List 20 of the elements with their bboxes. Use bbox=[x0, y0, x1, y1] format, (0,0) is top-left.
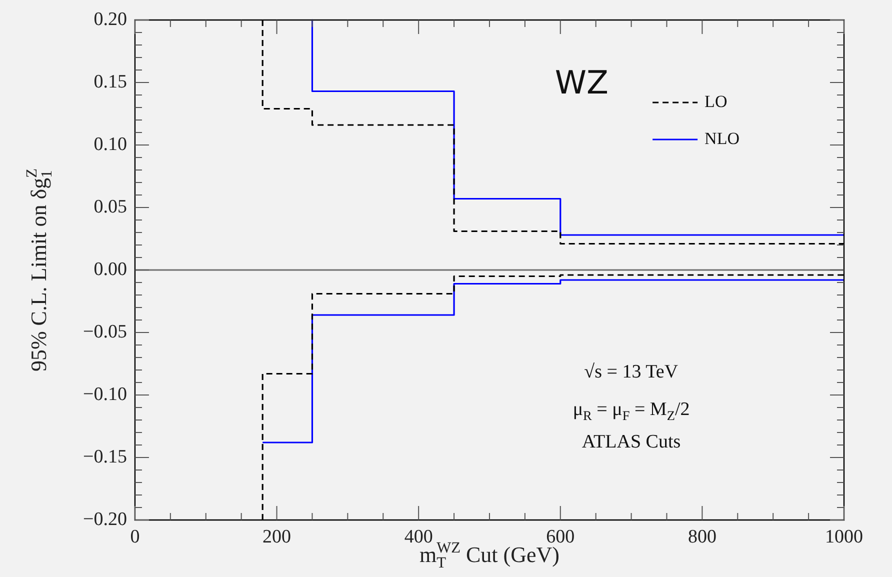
y-tick-label: −0.15 bbox=[82, 446, 127, 468]
y-tick-label: 0.05 bbox=[94, 196, 127, 218]
x-tick-label: 0 bbox=[130, 526, 140, 548]
annotation: WZ bbox=[554, 63, 608, 102]
annotation: √s = 13 TeV bbox=[584, 361, 678, 382]
y-tick-label: −0.10 bbox=[82, 384, 127, 405]
x-tick-label: 1000 bbox=[825, 526, 863, 548]
y-tick-label: 0.15 bbox=[94, 71, 127, 92]
legend-label: LO bbox=[704, 92, 728, 111]
y-axis-title: 95% C.L. Limit on δg1Z bbox=[23, 168, 56, 372]
y-tick-label: 0.20 bbox=[94, 8, 127, 30]
x-tick-label: 600 bbox=[546, 526, 575, 548]
y-tick-label: 0.00 bbox=[94, 258, 127, 280]
y-tick-label: −0.05 bbox=[82, 321, 127, 342]
y-tick-label: −0.20 bbox=[82, 508, 127, 530]
x-tick-label: 200 bbox=[262, 526, 292, 548]
legend-label: NLO bbox=[704, 128, 740, 148]
y-tick-label: 0.10 bbox=[94, 134, 127, 155]
annotation: ATLAS Cuts bbox=[582, 431, 681, 452]
x-tick-label: 800 bbox=[688, 526, 716, 548]
